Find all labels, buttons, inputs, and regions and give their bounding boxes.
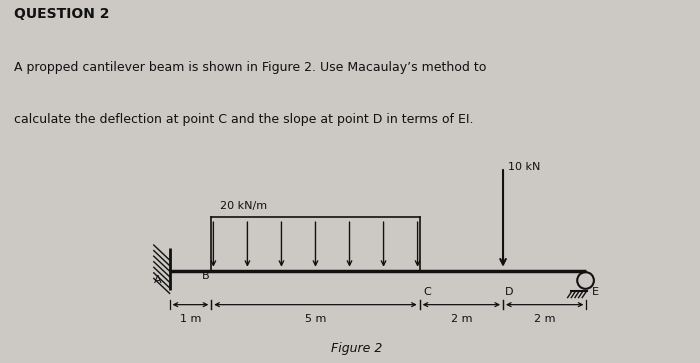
Text: calculate the deflection at point C and the slope at point D in terms of EI.: calculate the deflection at point C and …: [14, 113, 473, 126]
Text: 5 m: 5 m: [304, 314, 326, 324]
Text: Figure 2: Figure 2: [332, 342, 383, 355]
Text: A propped cantilever beam is shown in Figure 2. Use Macaulay’s method to: A propped cantilever beam is shown in Fi…: [14, 61, 486, 74]
Text: QUESTION 2: QUESTION 2: [14, 7, 109, 21]
Text: C: C: [423, 287, 430, 297]
Text: B: B: [202, 271, 210, 281]
Text: D: D: [505, 287, 514, 297]
Text: 20 kN/m: 20 kN/m: [220, 201, 267, 211]
Text: 10 kN: 10 kN: [508, 162, 540, 172]
Text: 1 m: 1 m: [180, 314, 201, 324]
Text: A: A: [154, 275, 162, 285]
Text: 2 m: 2 m: [534, 314, 556, 324]
Text: 2 m: 2 m: [451, 314, 472, 324]
Text: E: E: [592, 287, 598, 297]
